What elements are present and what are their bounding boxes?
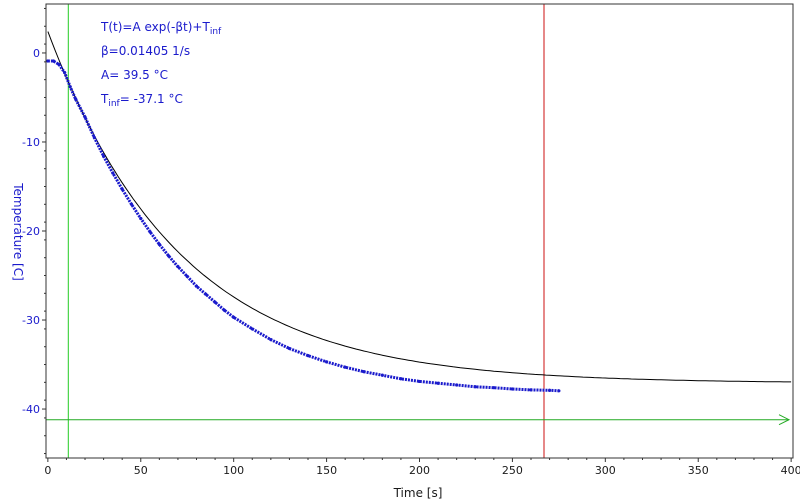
x-tick-label-100: 100 bbox=[223, 464, 244, 477]
data-point-25 bbox=[269, 338, 273, 342]
data-point-32 bbox=[399, 377, 403, 381]
data-point-31 bbox=[380, 373, 384, 377]
data-point-15 bbox=[157, 242, 161, 246]
x-axis-ticks: 0 50 100 150 200 250 300 350 400 bbox=[44, 458, 800, 477]
y-tick-label--10: -10 bbox=[22, 136, 40, 149]
data-point-9 bbox=[102, 154, 106, 158]
fit-curve-path bbox=[47, 31, 792, 383]
data-point-27 bbox=[306, 354, 310, 358]
y-tick-label--30: -30 bbox=[22, 314, 40, 327]
data-point-38 bbox=[510, 387, 515, 391]
fit-annotations: T(t)=A exp(-βt)+Tinf β=0.01405 1/s A= 39.5… bbox=[100, 20, 222, 109]
x-tick-label-200: 200 bbox=[409, 464, 430, 477]
data-point-34 bbox=[436, 381, 440, 385]
y-axis-title: Temperature [C] bbox=[11, 182, 25, 281]
data-point-10 bbox=[111, 171, 115, 175]
data-point-17 bbox=[176, 265, 180, 269]
data-point-6 bbox=[74, 97, 78, 101]
data-point-39 bbox=[529, 388, 533, 392]
data-point-14 bbox=[148, 230, 152, 234]
data-point-16 bbox=[167, 254, 171, 258]
annotation-line-2: β=0.01405 1/s bbox=[101, 44, 190, 58]
measured-series-line bbox=[47, 59, 559, 393]
x-tick-label-50: 50 bbox=[134, 464, 148, 477]
data-point-19 bbox=[194, 284, 199, 288]
data-point-22 bbox=[222, 308, 226, 312]
data-point-37 bbox=[492, 386, 496, 390]
data-point-7 bbox=[83, 115, 87, 119]
data-point-30 bbox=[362, 370, 366, 374]
x-tick-label-0: 0 bbox=[44, 464, 51, 477]
y-axis-ticks: 0 -10 -20 -30 -40 bbox=[22, 7, 46, 455]
fit-curve bbox=[47, 31, 792, 383]
data-point-3 bbox=[57, 62, 61, 67]
data-point-41 bbox=[557, 389, 561, 393]
x-tick-label-150: 150 bbox=[316, 464, 337, 477]
data-point-24 bbox=[250, 327, 254, 331]
x-tick-label-250: 250 bbox=[502, 464, 523, 477]
threshold-arrow-head bbox=[778, 414, 791, 426]
annotation-line-1: T(t)=A exp(-βt)+Tinf bbox=[100, 20, 222, 37]
data-point-12 bbox=[129, 202, 134, 206]
data-point-28 bbox=[324, 360, 329, 364]
annotation-line-3: A= 39.5 °C bbox=[101, 68, 168, 82]
data-point-26 bbox=[287, 346, 292, 351]
data-point-4 bbox=[62, 70, 67, 75]
data-point-21 bbox=[213, 300, 217, 304]
y-tick-label--20: -20 bbox=[22, 225, 40, 238]
data-point-11 bbox=[120, 187, 124, 191]
x-tick-label-400: 400 bbox=[781, 464, 800, 477]
x-tick-label-300: 300 bbox=[595, 464, 616, 477]
data-point-35 bbox=[455, 383, 459, 387]
x-axis-title: Time [s] bbox=[393, 486, 443, 500]
data-point-23 bbox=[232, 315, 236, 319]
data-point-1 bbox=[46, 59, 50, 63]
data-point-13 bbox=[139, 216, 143, 221]
data-point-40 bbox=[547, 388, 552, 392]
data-point-20 bbox=[204, 292, 208, 296]
measured-series bbox=[46, 59, 561, 393]
data-point-33 bbox=[417, 379, 422, 384]
data-point-8 bbox=[92, 135, 96, 140]
annotation-line-4: Tinf= -37.1 °C bbox=[100, 92, 183, 109]
cursor-lines bbox=[67, 4, 545, 458]
data-point-5 bbox=[68, 85, 72, 89]
y-tick-label-0: 0 bbox=[33, 47, 40, 60]
data-point-36 bbox=[473, 385, 477, 389]
x-tick-label-350: 350 bbox=[688, 464, 709, 477]
data-point-18 bbox=[185, 274, 189, 278]
data-point-2 bbox=[51, 59, 56, 63]
threshold-line bbox=[46, 414, 791, 426]
data-point-29 bbox=[343, 365, 347, 369]
y-tick-label--40: -40 bbox=[22, 403, 40, 416]
